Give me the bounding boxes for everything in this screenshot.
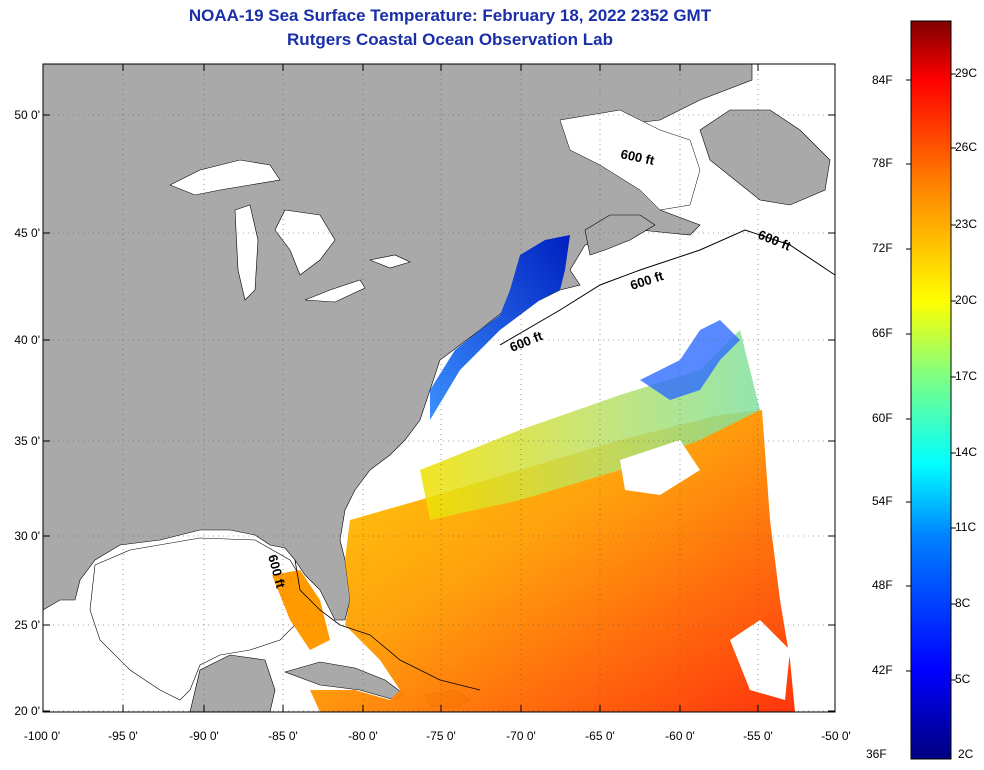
lon-label: -55 0' [743, 729, 773, 743]
colorbar-label-c: 23C [955, 217, 978, 231]
lon-label: -65 0' [585, 729, 615, 743]
colorbar-label-c: 20C [955, 293, 978, 307]
colorbar-label-c: 17C [955, 369, 978, 383]
lon-label: -100 0' [23, 729, 61, 743]
sst-cold-shelf [430, 235, 570, 420]
lon-label: -85 0' [268, 729, 298, 743]
colorbar-label-f: 42F [872, 663, 893, 677]
lon-label: -70 0' [506, 729, 536, 743]
lat-label: 45 0' [14, 226, 40, 240]
lat-label: 50 0' [14, 108, 40, 122]
colorbar-label-f: 78F [872, 156, 893, 170]
cloud-patch-2 [730, 620, 790, 700]
colorbar-label-c: 2C [958, 747, 974, 761]
colorbar-label-f: 54F [872, 494, 893, 508]
lat-label: 30 0' [14, 529, 40, 543]
sst-mid-band [420, 330, 760, 520]
contour-600ft-gulf [294, 559, 481, 691]
colorbar-ticks [906, 73, 956, 681]
gulf-of-mexico [89, 537, 306, 701]
colorbar-label-c: 26C [955, 140, 978, 154]
colorbar-label-c: 5C [955, 672, 971, 686]
contour-label: 600 ft [619, 146, 656, 168]
land-newfoundland [699, 109, 831, 206]
lon-label: -95 0' [108, 729, 138, 743]
land-nova-scotia [584, 214, 656, 256]
tick-marks [42, 64, 836, 712]
lake-huron [274, 209, 336, 276]
colorbar-label-c: 29C [955, 66, 978, 80]
sst-florida-strip [272, 570, 330, 650]
lake-erie [304, 279, 366, 303]
gulf-st-lawrence [559, 109, 701, 211]
lon-label: -90 0' [189, 729, 219, 743]
map-subtitle: Rutgers Coastal Ocean Observation Lab [287, 30, 613, 49]
colorbar-label-f: 84F [872, 73, 893, 87]
lat-label: 35 0' [14, 434, 40, 448]
lon-label: -80 0' [348, 729, 378, 743]
colorbar-label-f: 48F [872, 578, 893, 592]
lat-label: 20 0' [14, 704, 40, 718]
lon-label: -75 0' [426, 729, 456, 743]
lake-superior [169, 159, 281, 196]
colorbar-label-f: 72F [872, 241, 893, 255]
colorbar-label-f: 60F [872, 411, 893, 425]
colorbar-label-c: 14C [955, 445, 978, 459]
colorbar-label-f: 66F [872, 326, 893, 340]
lon-label: -50 0' [821, 729, 851, 743]
lake-michigan [234, 204, 259, 301]
lake-ontario [368, 254, 411, 269]
colorbar-label-f: 36F [866, 747, 887, 761]
colorbar-label-c: 11C [955, 520, 977, 534]
sst-cool-blue-patches [640, 320, 740, 400]
map-border [42, 63, 836, 713]
map-title: NOAA-19 Sea Surface Temperature: Februar… [188, 6, 712, 25]
contour-600ft [499, 229, 836, 346]
lon-label: -60 0' [665, 729, 695, 743]
colorbar-label-c: 8C [955, 596, 971, 610]
lat-label: 40 0' [14, 333, 40, 347]
colorbar [910, 20, 952, 760]
cloud-patch [620, 440, 700, 495]
lat-label: 25 0' [14, 618, 40, 632]
